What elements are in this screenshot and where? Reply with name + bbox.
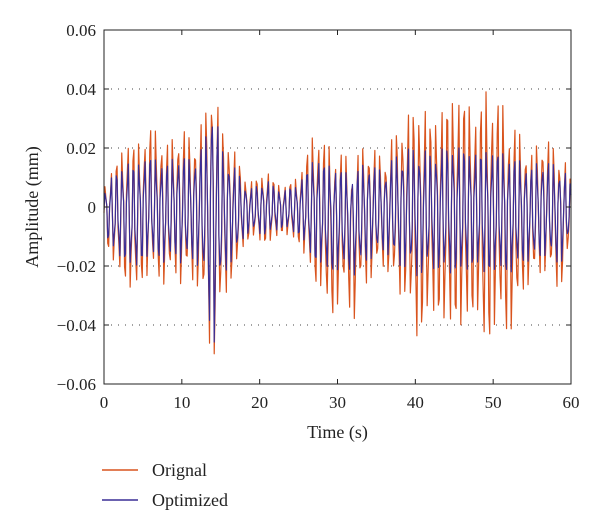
y-tick-label: −0.06 <box>57 375 96 394</box>
y-tick-label: −0.02 <box>57 257 96 276</box>
series-layer <box>103 91 572 355</box>
x-tick-label: 30 <box>329 393 346 412</box>
y-tick-label: −0.04 <box>57 316 97 335</box>
legend: Orignal Optimized <box>102 460 228 510</box>
legend-label-orignal: Orignal <box>152 460 207 480</box>
x-tick-label: 50 <box>485 393 502 412</box>
tick-layer: 0 10 20 30 40 50 60 0.06 0.04 0.02 0 −0.02 −0.04 −0.0… <box>57 21 580 412</box>
y-tick-label: 0.02 <box>66 139 96 158</box>
y-tick-label: 0.06 <box>66 21 96 40</box>
x-tick-label: 60 <box>563 393 580 412</box>
legend-label-optimized: Optimized <box>152 490 228 510</box>
x-tick-label: 20 <box>251 393 268 412</box>
x-tick-label: 40 <box>407 393 424 412</box>
x-axis-label: Time (s) <box>307 422 368 443</box>
y-tick-label: 0 <box>88 198 97 217</box>
y-tick-label: 0.04 <box>66 80 96 99</box>
y-axis-label: Amplitude (mm) <box>22 146 43 267</box>
grid-lines <box>104 88 571 326</box>
x-tick-label: 0 <box>100 393 109 412</box>
x-tick-label: 10 <box>173 393 190 412</box>
series-line-optimized <box>103 126 572 343</box>
